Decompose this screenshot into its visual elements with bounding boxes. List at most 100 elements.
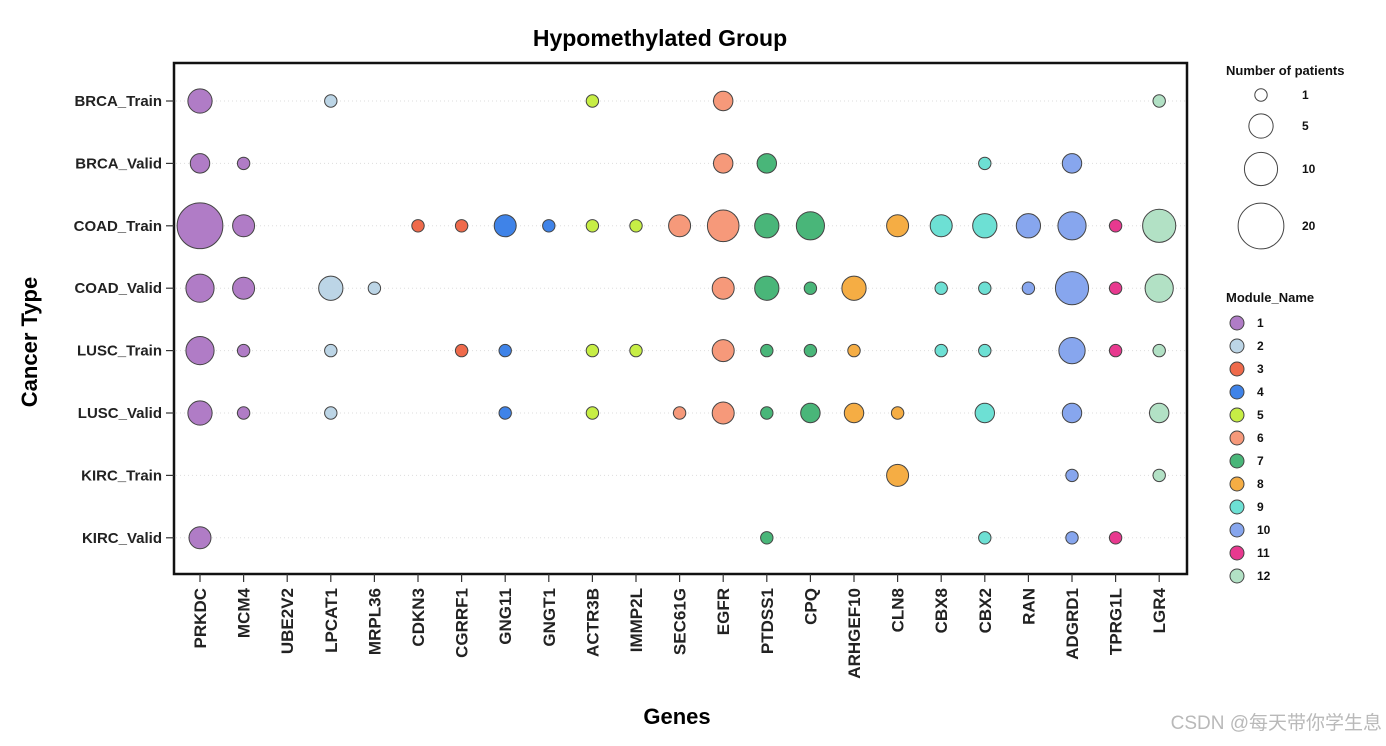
bubble-BRCA_Train-EGFR (712, 90, 734, 112)
bubble-COAD_Train-GNGT1 (542, 219, 556, 233)
x-tick-labels: PRKDC MCM4 UBE2V2 LPCAT1 MRPL36 CDKN3 CGRRF1 GN… (191, 574, 1169, 679)
y-tick-label: KIRC_Valid (82, 530, 162, 547)
bubble-LUSC_Valid-PTDSS1 (760, 406, 774, 420)
bubble-KIRC_Train-ADGRD1 (1065, 468, 1079, 483)
color-legend-symbol (1229, 499, 1245, 515)
bubble-BRCA_Valid-MCM4 (236, 156, 251, 171)
bubble-KIRC_Train-LGR4 (1152, 468, 1166, 483)
bubble-COAD_Valid-RAN (1021, 281, 1036, 295)
color-legend-symbol (1229, 384, 1245, 400)
bubbles (176, 88, 1177, 550)
size-legend-label: 10 (1302, 162, 1316, 176)
color-legend-label: 11 (1257, 546, 1270, 560)
color-legend-symbol (1229, 407, 1245, 423)
bubble-LUSC_Valid-SEC61G (672, 406, 687, 420)
y-tick-label: COAD_Train (74, 218, 162, 235)
x-tick-label: RAN (1019, 588, 1038, 625)
bubble-COAD_Train-IMMP2L (629, 219, 643, 233)
watermark: CSDN @每天带你学生息 (1171, 712, 1382, 734)
bubble-LUSC_Train-MCM4 (236, 343, 251, 358)
x-tick-label: TPRG1L (1107, 588, 1126, 655)
bubble-COAD_Train-ACTR3B (585, 219, 600, 233)
bubble-LUSC_Valid-ARHGEF10 (843, 402, 865, 424)
bubble-COAD_Train-PTDSS1 (754, 213, 780, 239)
bubble-BRCA_Valid-CBX2 (978, 156, 992, 171)
bubble-LUSC_Train-EGFR (711, 339, 735, 363)
bubble-LUSC_Train-ARHGEF10 (847, 343, 861, 358)
bubble-BRCA_Train-LPCAT1 (324, 94, 338, 108)
size-legend-title: Number of patients (1226, 63, 1344, 78)
grid-lines (176, 100, 1185, 539)
bubble-LUSC_Train-CBX8 (934, 343, 948, 358)
x-tick-label: PRKDC (191, 588, 210, 648)
x-tick-label: MRPL36 (365, 588, 384, 655)
bubble-COAD_Train-MCM4 (232, 214, 256, 238)
bubble-LUSC_Valid-ACTR3B (585, 406, 600, 420)
bubble-COAD_Train-ADGRD1 (1057, 211, 1087, 241)
y-axis-title: Cancer Type (17, 277, 42, 407)
bubble-KIRC_Train-CLN8 (886, 463, 910, 487)
bubble-LUSC_Valid-LPCAT1 (324, 406, 338, 420)
color-legend-symbol (1229, 453, 1245, 469)
bubble-BRCA_Valid-PRKDC (189, 153, 211, 174)
bubble-LUSC_Train-PRKDC (185, 336, 215, 366)
x-tick-label: MCM4 (235, 587, 254, 638)
x-tick-label: LPCAT1 (322, 588, 341, 653)
color-legend-label: 8 (1257, 477, 1264, 491)
x-tick-label: GNG11 (496, 588, 515, 645)
color-legend-symbol (1229, 522, 1245, 538)
bubble-COAD_Train-RAN (1015, 213, 1042, 239)
color-legend-symbol (1229, 430, 1245, 446)
bubble-LUSC_Valid-ADGRD1 (1061, 402, 1083, 424)
size-legend-label: 5 (1302, 119, 1309, 133)
color-legend-symbol (1229, 361, 1245, 377)
x-tick-label: PTDSS1 (758, 588, 777, 654)
bubble-COAD_Valid-MCM4 (232, 276, 256, 300)
bubble-LUSC_Train-LPCAT1 (324, 343, 338, 358)
bubble-COAD_Train-TPRG1L (1108, 219, 1123, 233)
bubble-COAD_Valid-CBX2 (978, 281, 992, 295)
bubble-COAD_Valid-CPQ (803, 281, 818, 295)
x-tick-label: EGFR (714, 588, 733, 635)
size-legend: Number of patients 1 5 10 20 (1226, 63, 1344, 250)
bubble-COAD_Train-CGRRF1 (454, 219, 469, 233)
size-legend-symbol (1254, 88, 1268, 102)
color-legend-label: 6 (1257, 431, 1264, 445)
bubble-BRCA_Train-PRKDC (187, 88, 213, 114)
bubble-LUSC_Train-CGRRF1 (454, 343, 469, 358)
bubble-LUSC_Valid-EGFR (711, 401, 735, 425)
color-legend-label: 1 (1257, 316, 1264, 330)
y-tick-label: KIRC_Train (81, 467, 162, 484)
bubble-COAD_Train-LGR4 (1142, 208, 1177, 243)
size-legend-symbol (1243, 151, 1279, 187)
x-tick-label: CPQ (801, 588, 820, 625)
bubble-BRCA_Valid-EGFR (712, 153, 734, 174)
bubble-LUSC_Train-CPQ (803, 343, 818, 358)
color-legend-label: 9 (1257, 500, 1264, 514)
bubble-BRCA_Train-ACTR3B (585, 94, 600, 108)
bubble-COAD_Valid-TPRG1L (1108, 281, 1123, 295)
bubble-KIRC_Valid-PRKDC (188, 526, 212, 550)
y-tick-label: LUSC_Valid (78, 405, 162, 422)
y-tick-labels: BRCA_Train BRCA_Valid COAD_Train COAD_Valid… (74, 93, 174, 547)
bubble-COAD_Valid-LGR4 (1144, 273, 1174, 303)
bubble-COAD_Valid-ADGRD1 (1054, 271, 1090, 306)
bubble-COAD_Valid-CBX8 (934, 281, 948, 295)
x-tick-label: CDKN3 (409, 588, 428, 647)
x-tick-label: CLN8 (889, 588, 908, 632)
bubble-KIRC_Valid-TPRG1L (1108, 531, 1123, 545)
bubble-LUSC_Train-ACTR3B (585, 343, 600, 358)
x-tick-label: ADGRD1 (1063, 588, 1082, 660)
x-tick-label: ARHGEF10 (845, 588, 864, 679)
bubble-LUSC_Train-CBX2 (978, 343, 992, 358)
chart-title: Hypomethylated Group (533, 25, 787, 51)
x-tick-label: IMMP2L (627, 588, 646, 652)
bubble-COAD_Valid-ARHGEF10 (841, 275, 867, 301)
bubble-BRCA_Train-LGR4 (1152, 94, 1166, 108)
x-tick-label: ACTR3B (583, 588, 602, 657)
bubble-COAD_Train-CPQ (795, 211, 825, 241)
bubble-BRCA_Valid-ADGRD1 (1061, 153, 1083, 174)
bubble-COAD_Train-GNG11 (493, 214, 517, 238)
bubble-COAD_Valid-PRKDC (185, 273, 215, 303)
